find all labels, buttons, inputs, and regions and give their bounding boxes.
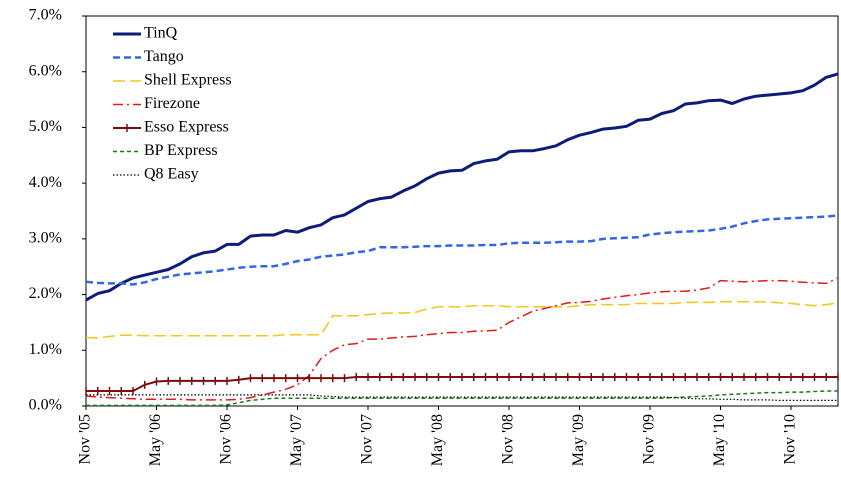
- legend-label: BP Express: [144, 142, 218, 159]
- y-tick-label: 6.0%: [29, 62, 62, 79]
- y-tick-label: 4.0%: [29, 174, 62, 191]
- series-line: [86, 390, 838, 407]
- x-tick-label: Nov '09: [641, 414, 658, 464]
- series-line: [85, 72, 839, 302]
- series-line: [86, 394, 838, 401]
- x-tick-label: May '10: [711, 414, 728, 466]
- y-tick-label: 2.0%: [29, 285, 62, 302]
- legend-label: Esso Express: [144, 119, 229, 136]
- legend-label: TinQ: [144, 25, 178, 42]
- legend-label: Firezone: [144, 95, 200, 112]
- legend-label: Tango: [144, 48, 184, 65]
- y-tick-label: 1.0%: [29, 341, 62, 358]
- y-tick-label: 3.0%: [29, 230, 62, 247]
- legend-label: Q8 Easy: [144, 166, 199, 183]
- legend-label: Shell Express: [144, 72, 232, 89]
- plot-frame: [85, 15, 839, 407]
- x-tick-label: May '07: [288, 414, 305, 466]
- x-tick-label: Nov '07: [359, 414, 376, 464]
- series-line: [85, 277, 839, 401]
- series-line: [85, 301, 839, 339]
- series-line: [85, 214, 839, 286]
- x-tick-label: Nov '05: [77, 414, 94, 464]
- x-tick-label: Nov '08: [500, 414, 517, 464]
- x-tick-label: May '08: [429, 414, 446, 466]
- x-tick-label: Nov '10: [782, 414, 799, 464]
- y-tick-label: 0.0%: [29, 397, 62, 414]
- x-tick-label: May '06: [147, 414, 164, 466]
- y-tick-label: 7.0%: [29, 7, 62, 24]
- x-tick-label: May '09: [570, 414, 587, 466]
- y-tick-label: 5.0%: [29, 118, 62, 135]
- x-tick-label: Nov '06: [218, 414, 235, 464]
